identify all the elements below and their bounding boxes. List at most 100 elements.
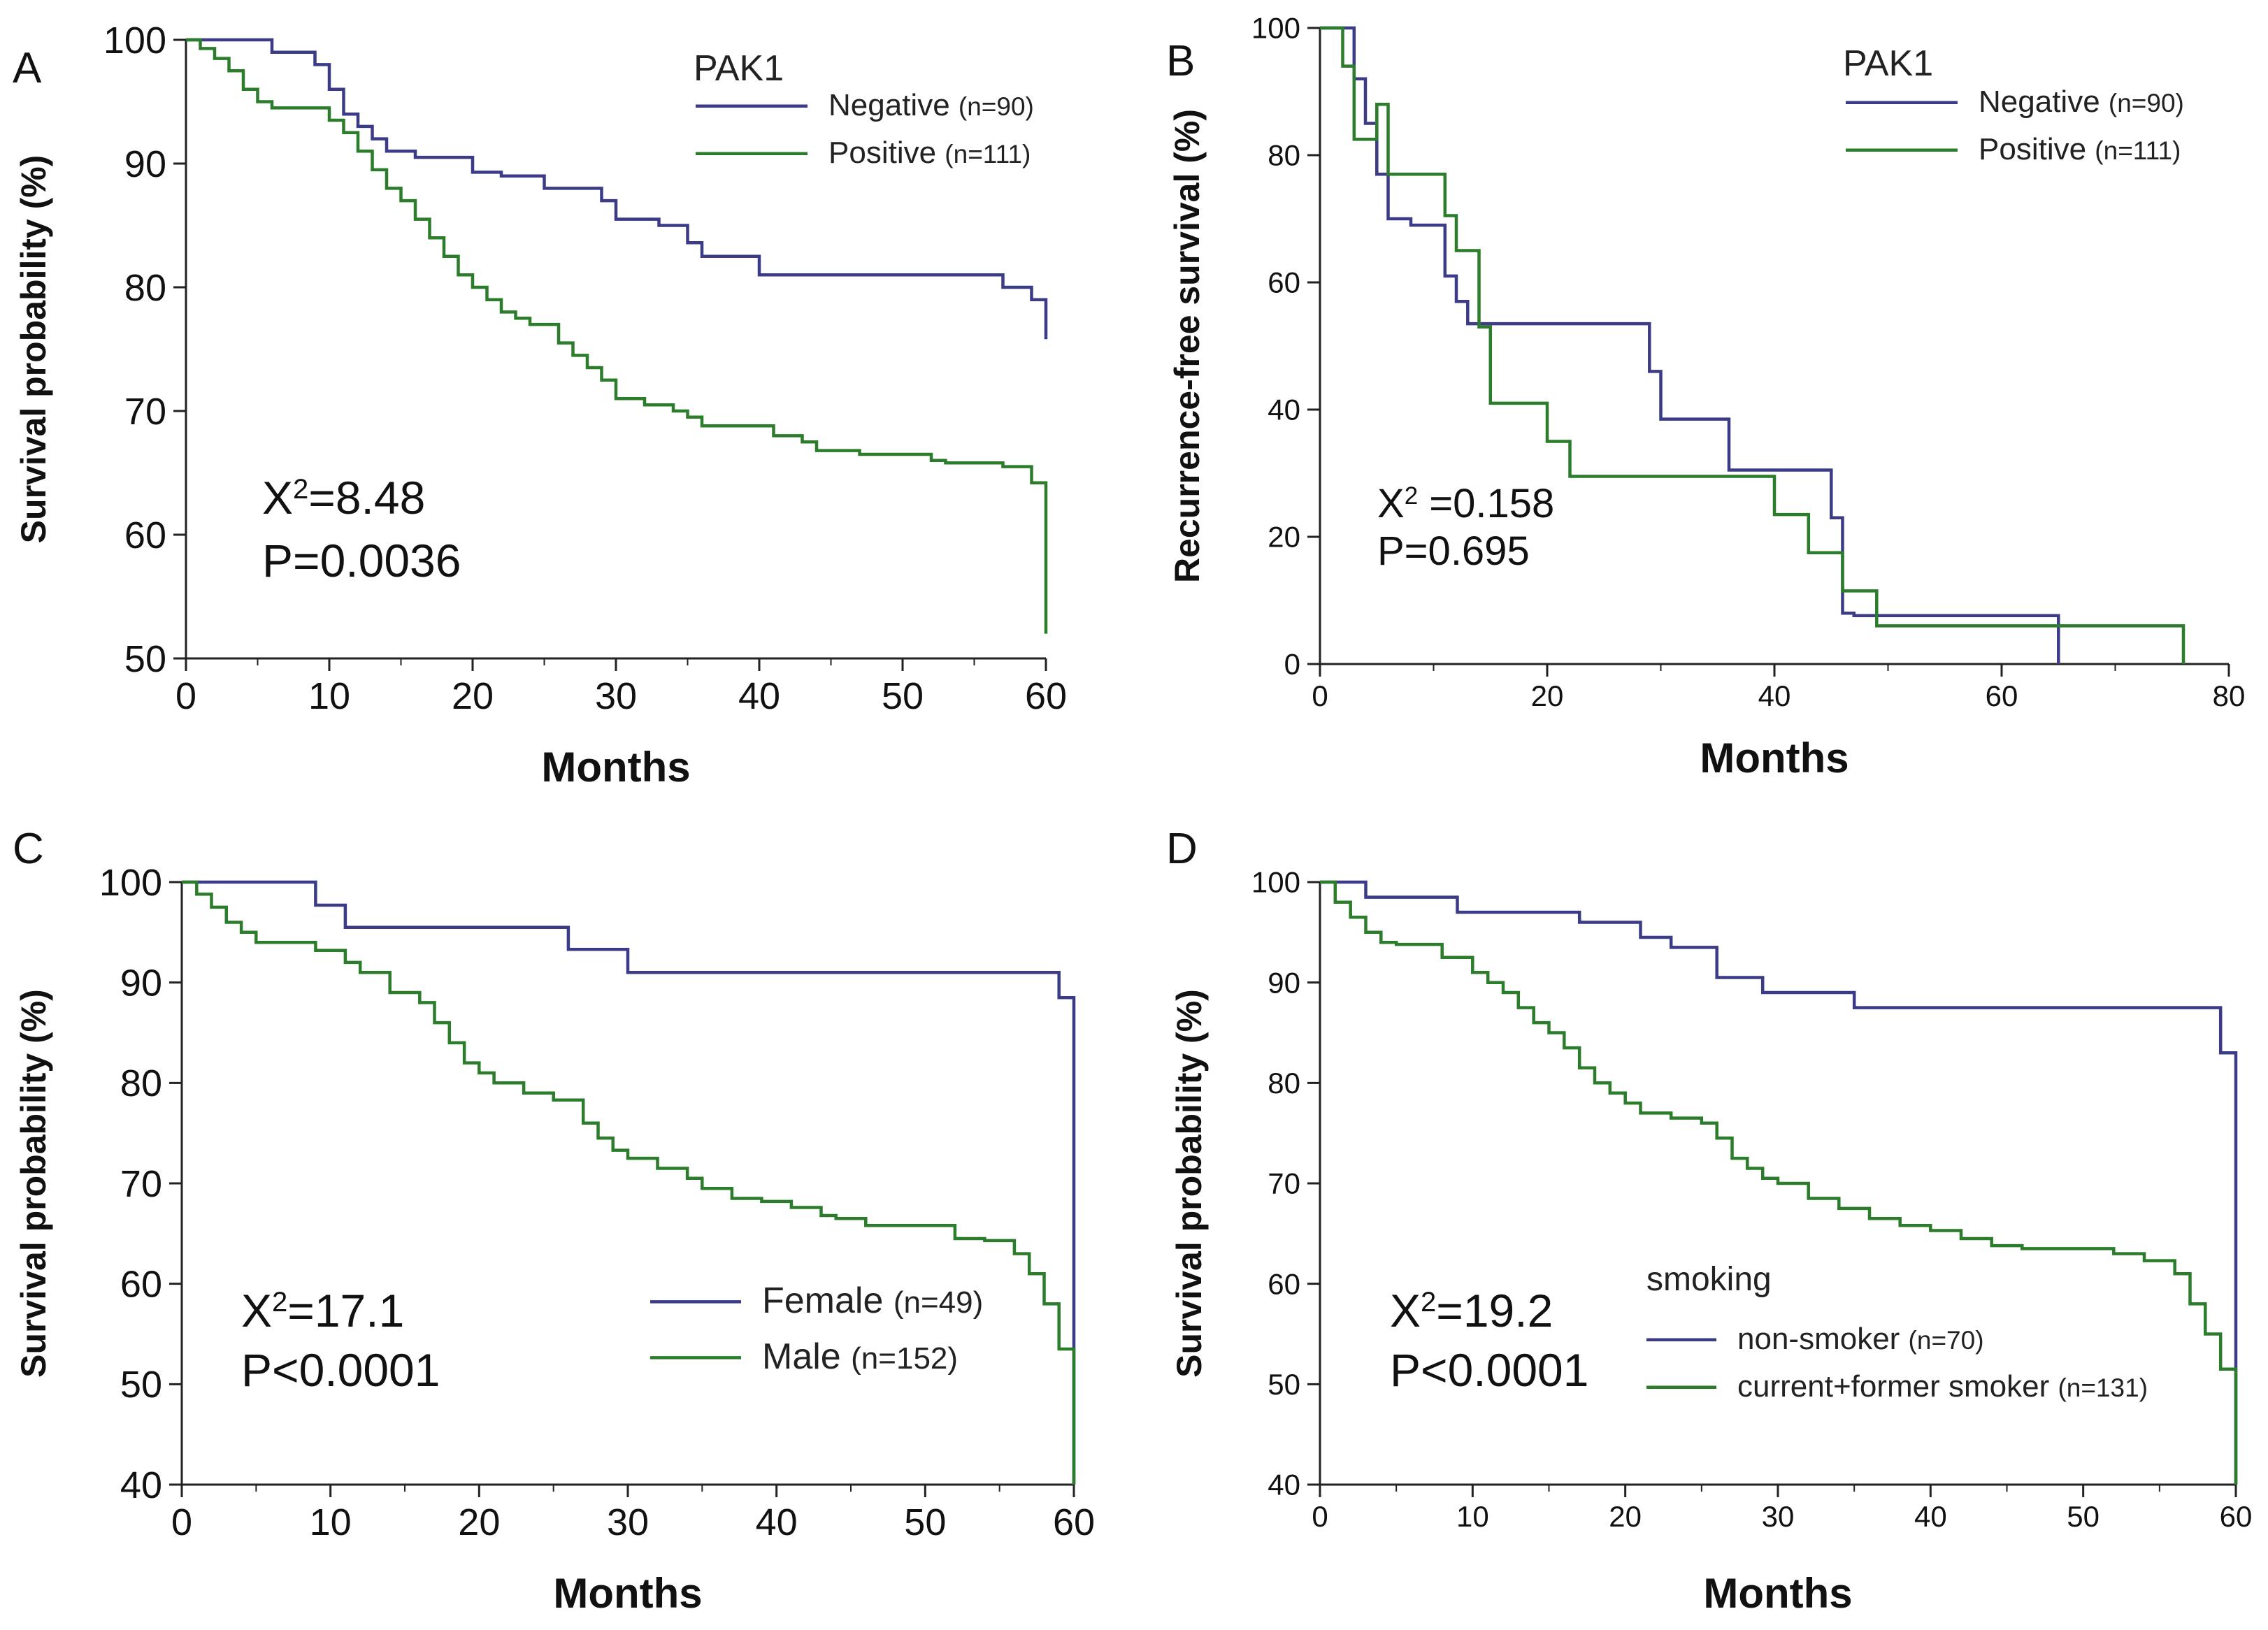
legend-n: (n=152) (851, 1341, 958, 1376)
y-tick-label: 80 (1268, 1067, 1300, 1099)
y-tick-label: 40 (1268, 394, 1300, 426)
legend-n: (n=49) (893, 1285, 983, 1320)
panel-letter: B (1166, 37, 1195, 85)
legend-n: (n=131) (2058, 1373, 2148, 1402)
x-tick-label: 60 (1986, 679, 2018, 712)
legend-entry: non-smoker (n=70) (1737, 1322, 1984, 1356)
x-tick-label: 30 (1762, 1500, 1795, 1533)
y-tick-label: 60 (1268, 1267, 1300, 1300)
legend-entry: Male (n=152) (762, 1336, 958, 1377)
chi-square-value: =19.2 (1436, 1285, 1553, 1336)
legend-entry: Negative (n=90) (828, 88, 1034, 122)
x-tick-label: 30 (595, 675, 637, 717)
superscript: 2 (293, 474, 308, 505)
legend-n: (n=111) (945, 140, 1031, 168)
x-tick-label: 10 (1456, 1500, 1489, 1533)
chi-square-stat: X2=17.1 (241, 1285, 404, 1336)
y-tick-label: 60 (124, 514, 166, 556)
panel-letter: A (13, 44, 42, 92)
km-curve-positive (186, 38, 1048, 634)
legend-n: (n=90) (959, 92, 1034, 121)
y-tick-label: 60 (1268, 266, 1300, 299)
x-tick-label: 50 (882, 675, 924, 717)
legend-title: PAK1 (1843, 43, 1933, 84)
y-tick-label: 100 (1251, 12, 1300, 45)
km-curve-negative (186, 38, 1048, 340)
y-tick-label: 60 (120, 1264, 162, 1306)
chi-square-stat: X2 =0.158 (1377, 481, 1554, 526)
km-curve-male (182, 880, 1076, 1485)
y-tick-label: 50 (124, 638, 166, 680)
y-tick-label: 80 (120, 1062, 162, 1104)
x-axis-label: Months (553, 1570, 702, 1617)
x-tick-label: 40 (738, 675, 780, 717)
superscript: 2 (272, 1287, 287, 1318)
x-tick-label: 20 (1609, 1500, 1642, 1533)
legend-entry: Positive (n=111) (828, 136, 1031, 170)
y-axis-label: Survival probability (%) (1170, 989, 1209, 1378)
km-curve-positive (1320, 26, 2186, 664)
panel-letter: D (1166, 825, 1198, 873)
x-tick-label: 0 (175, 675, 196, 717)
x-tick-label: 80 (2213, 679, 2246, 712)
y-tick-label: 40 (120, 1464, 162, 1506)
legend-title: smoking (1646, 1261, 1772, 1298)
chi-square-value: =8.48 (308, 472, 425, 524)
y-tick-label: 80 (1268, 139, 1300, 172)
x-tick-label: 0 (171, 1501, 192, 1543)
superscript: 2 (1421, 1287, 1436, 1318)
x-tick-label: 20 (458, 1501, 500, 1543)
chi-square-stat: X2=8.48 (262, 472, 425, 524)
y-tick-label: 20 (1268, 521, 1300, 554)
x-tick-label: 10 (308, 675, 350, 717)
panel-a: A 50 60 70 80 90 100 0 10 20 30 40 50 60 Months Surviva… (13, 20, 1067, 791)
y-axis-label: Survival probability (%) (14, 155, 53, 544)
x-tick-label: 40 (1914, 1500, 1947, 1533)
superscript: 2 (1405, 482, 1418, 510)
x-tick-label: 40 (756, 1501, 798, 1543)
legend-n: (n=70) (1909, 1326, 1984, 1355)
legend-title: PAK1 (694, 48, 784, 89)
legend-entry: Female (n=49) (762, 1281, 983, 1321)
x-tick-label: 50 (904, 1501, 946, 1543)
x-tick-label: 50 (2067, 1500, 2100, 1533)
x-tick-label: 60 (2220, 1500, 2253, 1533)
y-tick-label: 100 (99, 862, 162, 904)
panel-b: B 0 20 40 60 80 100 0 20 40 60 80 Months Recurrence-f… (1166, 12, 2245, 781)
legend-entry: Positive (n=111) (1979, 132, 2181, 166)
y-tick-label: 70 (120, 1163, 162, 1205)
x-tick-label: 60 (1053, 1501, 1095, 1543)
legend-n: (n=111) (2095, 136, 2181, 165)
y-tick-label: 40 (1268, 1469, 1300, 1501)
panel-c: C 40 50 60 70 80 90 100 0 10 20 30 40 50 60 Months Survi… (13, 825, 1095, 1617)
x-tick-label: 10 (310, 1501, 352, 1543)
chi-square-stat: X2=19.2 (1390, 1285, 1553, 1336)
chi-square-value: =0.158 (1418, 481, 1554, 526)
p-value: P<0.0001 (241, 1344, 440, 1396)
p-value: P=0.695 (1377, 528, 1530, 574)
panel-d: D 40 50 60 70 80 90 100 0 10 20 30 40 50 60 Months Survi… (1166, 825, 2252, 1617)
panel-letter: C (13, 825, 44, 873)
legend-entry: Negative (n=90) (1979, 85, 2184, 119)
x-tick-label: 40 (1758, 679, 1791, 712)
legend-n: (n=90) (2109, 89, 2184, 117)
y-tick-label: 70 (124, 391, 166, 433)
y-tick-label: 50 (120, 1364, 162, 1406)
y-axis-label: Recurrence-free survival (%) (1168, 109, 1207, 583)
y-tick-label: 90 (124, 143, 166, 185)
x-tick-label: 20 (1531, 679, 1564, 712)
x-tick-label: 20 (452, 675, 494, 717)
y-tick-label: 50 (1268, 1368, 1300, 1401)
y-tick-label: 90 (120, 962, 162, 1004)
x-tick-label: 0 (1312, 1500, 1328, 1533)
km-curve-non-smoker (1320, 880, 2238, 1485)
y-tick-label: 100 (103, 20, 166, 62)
x-tick-label: 30 (607, 1501, 649, 1543)
chi-square-value: =17.1 (287, 1285, 404, 1336)
km-curve-female (182, 880, 1076, 1485)
y-tick-label: 80 (124, 267, 166, 309)
y-tick-label: 0 (1284, 648, 1300, 681)
x-axis-label: Months (1703, 1570, 1852, 1617)
y-axis-label: Survival probability (%) (14, 989, 53, 1378)
